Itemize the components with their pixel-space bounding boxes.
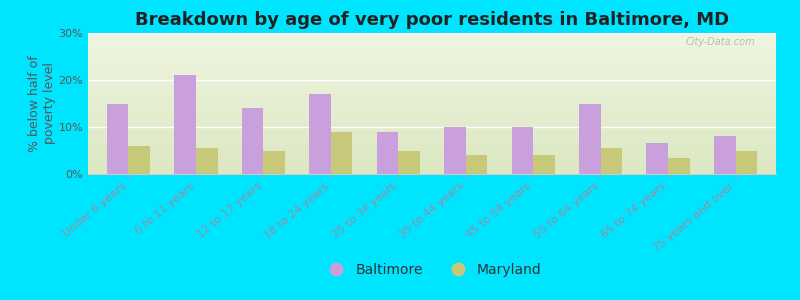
Bar bbox=[242, 108, 263, 174]
Bar bbox=[174, 75, 196, 174]
Bar bbox=[668, 158, 690, 174]
Bar bbox=[129, 146, 150, 174]
Bar bbox=[466, 155, 487, 174]
Bar bbox=[377, 132, 398, 174]
Title: Breakdown by age of very poor residents in Baltimore, MD: Breakdown by age of very poor residents … bbox=[135, 11, 729, 29]
Bar bbox=[398, 151, 420, 174]
Bar bbox=[646, 143, 668, 174]
Bar bbox=[444, 127, 466, 174]
Y-axis label: % below half of
poverty level: % below half of poverty level bbox=[28, 55, 56, 152]
Bar bbox=[511, 127, 533, 174]
Bar bbox=[107, 103, 129, 174]
Legend: Baltimore, Maryland: Baltimore, Maryland bbox=[317, 258, 547, 283]
Bar bbox=[331, 132, 353, 174]
Bar bbox=[196, 148, 218, 174]
Bar bbox=[263, 151, 285, 174]
Bar bbox=[714, 136, 735, 174]
Bar bbox=[735, 151, 757, 174]
Bar bbox=[579, 103, 601, 174]
Bar bbox=[533, 155, 554, 174]
Text: City-Data.com: City-Data.com bbox=[686, 37, 755, 47]
Bar bbox=[601, 148, 622, 174]
Bar bbox=[310, 94, 331, 174]
